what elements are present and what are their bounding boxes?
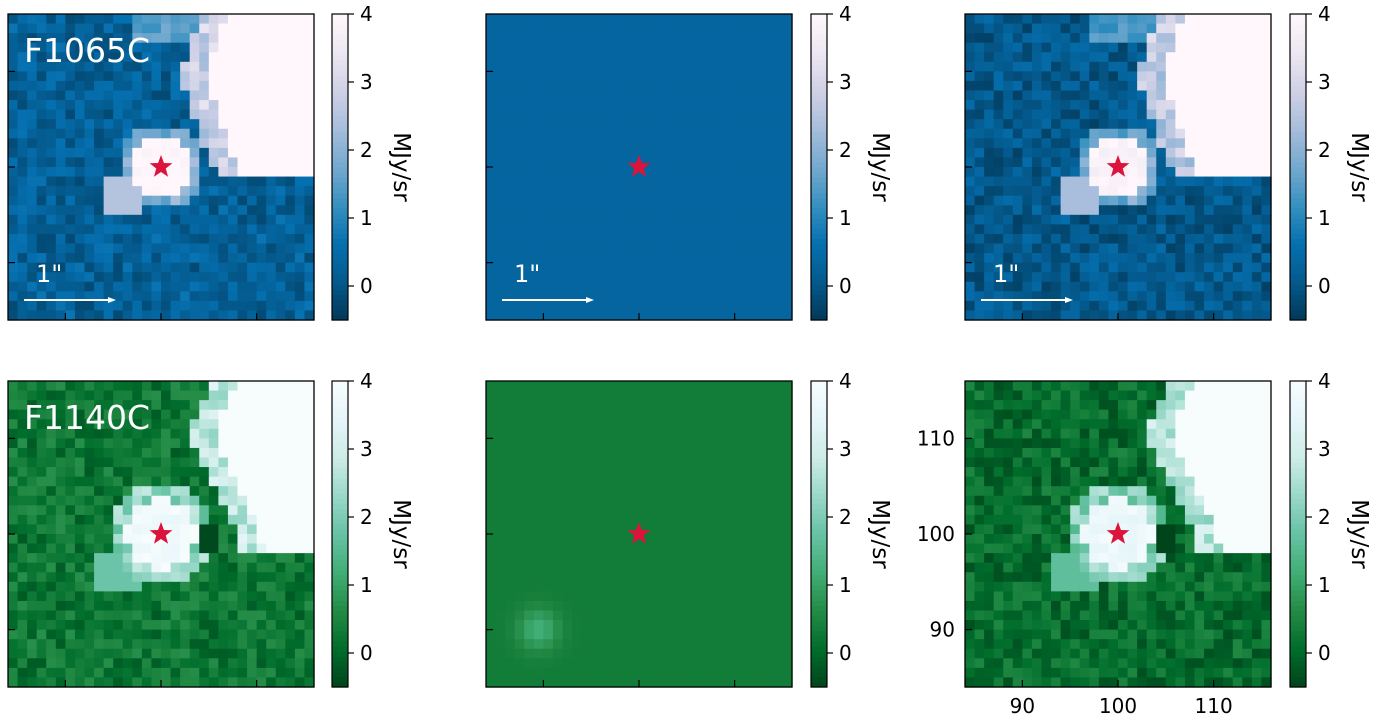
star-marker	[149, 522, 173, 544]
panel-f1065c-residual: 1"	[964, 13, 1272, 321]
panel-f1140c-residual: 90 100 110 90 100 110	[917, 380, 1272, 718]
colorbar-tick-label: 4	[360, 2, 373, 26]
colorbar-label: MJy/sr	[867, 132, 893, 202]
colorbar-tick-label: 4	[1318, 2, 1331, 26]
colorbar-label: MJy/sr	[1346, 132, 1372, 202]
colorbar-tick-label: 4	[1318, 369, 1331, 393]
x-tick-label: 100	[1099, 694, 1137, 718]
scale-bar-label: 1"	[993, 260, 1019, 288]
colorbar-frame	[331, 13, 349, 321]
colorbar-label: MJy/sr	[388, 499, 414, 569]
star-marker	[627, 522, 651, 544]
colorbar: 0 1 2 3 4 MJy/sr	[810, 2, 893, 321]
colorbar-tick-label: 3	[360, 437, 373, 461]
star-marker	[1106, 155, 1130, 177]
colorbar-tick-label: 1	[839, 573, 852, 597]
star-marker	[149, 155, 173, 177]
colorbar-label: MJy/sr	[388, 132, 414, 202]
colorbar: 0 1 2 3 4 MJy/sr	[331, 2, 414, 321]
colorbar-tick-label: 3	[360, 70, 373, 94]
colorbar-tick-label: 3	[1318, 70, 1331, 94]
y-tick-label: 90	[930, 618, 955, 642]
colorbar-tick-label: 3	[839, 70, 852, 94]
filter-label: F1065C	[24, 31, 150, 70]
colorbar-tick-label: 0	[839, 641, 852, 665]
colorbar-tick-label: 1	[360, 206, 373, 230]
colorbar-frame	[1289, 13, 1307, 321]
colorbar-tick-label: 2	[839, 505, 852, 529]
x-tick-label: 90	[1010, 694, 1035, 718]
panel-f1140c-model	[485, 380, 793, 688]
scale-bar-arrowhead	[1065, 297, 1073, 303]
colorbar: 0 1 2 3 4 MJy/sr	[810, 369, 893, 688]
panel-f1140c-data: F1140C	[7, 380, 315, 688]
colorbar-label: MJy/sr	[1346, 499, 1372, 569]
colorbar-frame	[331, 380, 349, 688]
colorbar-tick-label: 3	[839, 437, 852, 461]
colorbar-tick-label: 4	[360, 369, 373, 393]
y-tick-label: 100	[917, 522, 955, 546]
colorbar-tick-label: 2	[360, 138, 373, 162]
colorbar-tick-label: 3	[1318, 437, 1331, 461]
y-tick-label: 110	[917, 426, 955, 450]
scale-bar-arrowhead	[108, 297, 116, 303]
scale-bar-label: 1"	[514, 260, 540, 288]
colorbar-tick-label: 0	[360, 641, 373, 665]
colorbar: 0 1 2 3 4 MJy/sr	[331, 369, 414, 688]
scale-bar-label: 1"	[36, 260, 62, 288]
colorbar-tick-label: 2	[360, 505, 373, 529]
filter-label: F1140C	[24, 398, 150, 437]
colorbar-tick-label: 2	[1318, 138, 1331, 162]
colorbar-tick-label: 0	[360, 274, 373, 298]
colorbar-tick-label: 0	[1318, 641, 1331, 665]
colorbar-tick-label: 2	[1318, 505, 1331, 529]
colorbar-tick-label: 0	[1318, 274, 1331, 298]
star-marker	[627, 155, 651, 177]
colorbar-tick-label: 1	[1318, 206, 1331, 230]
colorbar-tick-label: 4	[839, 2, 852, 26]
colorbar-frame	[810, 380, 828, 688]
scale-bar-arrowhead	[586, 297, 594, 303]
colorbar-tick-label: 0	[839, 274, 852, 298]
panel-f1065c-model: 1"	[485, 13, 793, 321]
colorbar: 0 1 2 3 4 MJy/sr	[1289, 2, 1372, 321]
colorbar-tick-label: 2	[839, 138, 852, 162]
colorbar-tick-label: 1	[360, 573, 373, 597]
colorbar-label: MJy/sr	[867, 499, 893, 569]
colorbar-tick-label: 1	[839, 206, 852, 230]
colorbar-frame	[1289, 380, 1307, 688]
colorbar-frame	[810, 13, 828, 321]
star-marker	[1106, 522, 1130, 544]
colorbar-tick-label: 1	[1318, 573, 1331, 597]
x-tick-label: 110	[1195, 694, 1233, 718]
colorbar-tick-label: 4	[839, 369, 852, 393]
colorbar: 0 1 2 3 4 MJy/sr	[1289, 369, 1372, 688]
panel-f1065c-data: F1065C 1"	[7, 13, 315, 321]
